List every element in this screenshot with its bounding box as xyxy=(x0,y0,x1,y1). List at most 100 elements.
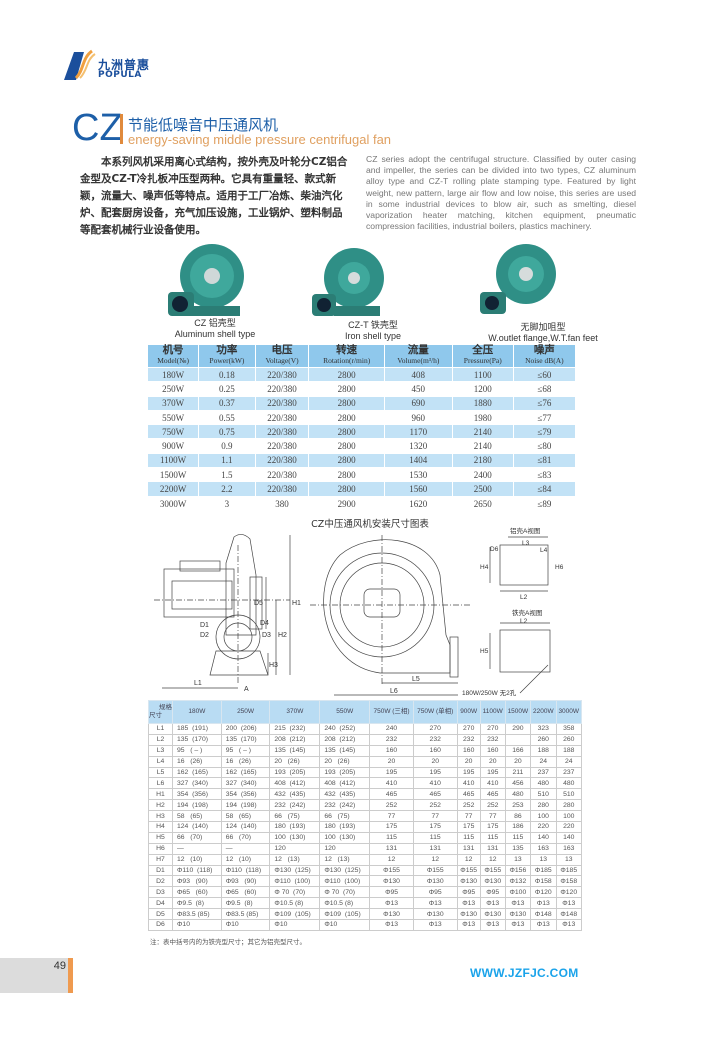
dim-row: D1 Φ110 (118) Φ110 (118) Φ130 (125) Φ130 (12… xyxy=(148,864,582,877)
dim-cell: 193 (205) xyxy=(269,766,321,779)
dim-label: D3 xyxy=(262,632,271,639)
dim-cell: 432 (435) xyxy=(319,788,371,801)
dim-cell: 208 (212) xyxy=(269,733,321,746)
spec-row: 750W 0.75 220/380 2800 1170 2140 ≤79 xyxy=(148,424,577,439)
spec-row: 3000W 3 380 2900 1620 2650 ≤89 xyxy=(148,495,577,511)
spec-row: 370W 0.37 220/380 2800 690 1880 ≤76 xyxy=(148,395,577,411)
dim-row: D5 Φ83.5 (85) Φ83.5 (85) Φ109 (105) Φ109 (10… xyxy=(148,908,582,921)
page-number: 49 xyxy=(53,960,66,972)
dim-cell: 13 xyxy=(504,853,532,866)
dim-label: L4 xyxy=(540,547,548,554)
dim-column-header: 250W xyxy=(220,700,271,724)
dim-cell: 20 xyxy=(479,755,506,768)
dim-cell: 12 (10) xyxy=(172,853,222,866)
dim-cell: Φ130 xyxy=(504,908,532,921)
product-caption-cn: 无脚加咀型 xyxy=(520,322,566,332)
spec-column-header: 机号 Model(№) xyxy=(148,345,200,368)
dim-cell: Φ13 xyxy=(412,897,458,910)
spec-cell: ≤77 xyxy=(513,409,577,425)
dim-cell: 16 (26) xyxy=(220,755,271,768)
dim-cell: Φ185 xyxy=(555,864,582,877)
dim-cell: 410 xyxy=(412,777,458,790)
dim-cell: Φ155 xyxy=(456,864,481,877)
dim-cell: 120 xyxy=(319,842,371,855)
spec-cell: 1404 xyxy=(384,452,453,468)
spec-cell: 1170 xyxy=(384,424,453,439)
dim-cell: 20 xyxy=(412,755,458,768)
dim-cell: 12 (13) xyxy=(319,853,371,866)
dim-cell: 193 (205) xyxy=(319,766,371,779)
dim-cell: Φ95 xyxy=(479,886,506,899)
spec-cell: 2800 xyxy=(308,452,385,468)
dim-cell: 86 xyxy=(504,810,532,823)
dim-cell: 175 xyxy=(412,821,458,833)
dim-cell: 465 xyxy=(456,788,481,801)
product-caption-cn: CZ 铝壳型 xyxy=(194,318,236,328)
spec-cell: 370W xyxy=(148,395,200,411)
page-number-box xyxy=(0,958,68,993)
dim-cell: 162 (165) xyxy=(172,766,222,779)
spec-cell: ≤80 xyxy=(513,438,577,454)
dim-cell: Φ148 xyxy=(530,908,557,921)
dim-cell: 58 (65) xyxy=(172,810,222,823)
header-cn: 噪声 xyxy=(533,345,555,356)
spec-cell: 1100W xyxy=(148,452,200,468)
dim-row-label: L6 xyxy=(148,777,173,790)
dim-cell: Φ10.5 (8) xyxy=(319,897,371,910)
dim-cell: 510 xyxy=(555,788,582,801)
dim-cell: Φ13 xyxy=(555,897,582,910)
spec-cell: 250W xyxy=(148,381,200,397)
dim-cell: Φ95 xyxy=(369,886,414,899)
dim-cell: 270 xyxy=(412,723,458,735)
header-en: Volume(m³/h) xyxy=(397,356,440,365)
dim-cell: Φ10.5 (8) xyxy=(269,897,321,910)
dim-row-label: L5 xyxy=(148,766,173,779)
dim-label: D1 xyxy=(200,622,209,629)
dim-row: L6 327 (340) 327 (340) 408 (412) 408 (412) 41… xyxy=(148,777,582,790)
spec-cell: 0.75 xyxy=(198,424,256,439)
dim-cell: 66 (70) xyxy=(172,831,222,844)
spec-cell: 690 xyxy=(384,395,453,411)
dim-cell: 270 xyxy=(479,723,506,735)
spec-cell: 0.55 xyxy=(198,409,256,425)
dim-cell: Φ109 (105) xyxy=(319,908,371,921)
spec-cell: 220/380 xyxy=(255,381,310,397)
spec-cell: 220/380 xyxy=(255,467,310,482)
dim-corner-header: 规格 尺寸 xyxy=(148,700,173,724)
dim-cell: 410 xyxy=(369,777,414,790)
dim-cell: 270 xyxy=(456,723,481,735)
dim-cell: 410 xyxy=(456,777,481,790)
spec-row: 1100W 1.1 220/380 2800 1404 2180 ≤81 xyxy=(148,452,577,468)
dim-cell: 16 (26) xyxy=(172,755,222,768)
dim-cell: 253 xyxy=(504,799,532,812)
dim-label: D6 xyxy=(490,546,499,553)
spec-cell: ≤79 xyxy=(513,424,577,439)
dim-cell: — xyxy=(220,842,271,855)
dim-column-header: 370W xyxy=(269,700,321,724)
dim-cell: 160 xyxy=(479,744,506,757)
dim-cell: 240 xyxy=(369,723,414,735)
dim-cell: 195 xyxy=(456,766,481,779)
dim-cell: Φ158 xyxy=(555,875,582,888)
dim-row: D2 Φ93 (90) Φ93 (90) Φ110 (100) Φ110 (100) Φ1… xyxy=(148,875,582,888)
dim-column-header: 750W (三相) xyxy=(369,700,414,724)
dim-column-header: 900W xyxy=(456,700,481,724)
dim-row-label: D6 xyxy=(148,919,173,931)
dim-cell: Φ110 (118) xyxy=(172,864,222,877)
dim-cell: 358 xyxy=(555,723,582,735)
dim-label: L6 xyxy=(390,688,398,695)
dim-cell: 194 (198) xyxy=(220,799,271,812)
dim-cell: 20 xyxy=(369,755,414,768)
product-caption: CZ-T 铁壳型 Iron shell type xyxy=(318,320,428,342)
dim-cell: 135 (170) xyxy=(220,733,271,746)
dim-cell: 510 xyxy=(530,788,557,801)
dim-cell: 200 (206) xyxy=(220,723,271,735)
spec-cell: 2800 xyxy=(308,409,385,425)
spec-cell: 2650 xyxy=(452,495,514,511)
title-divider xyxy=(120,114,123,144)
spec-cell: 1200 xyxy=(452,381,514,397)
dim-label: H4 xyxy=(480,564,489,571)
dim-row-label: H1 xyxy=(148,788,173,801)
aluminum-fan-photo xyxy=(168,244,244,316)
dim-cell: 77 xyxy=(456,810,481,823)
